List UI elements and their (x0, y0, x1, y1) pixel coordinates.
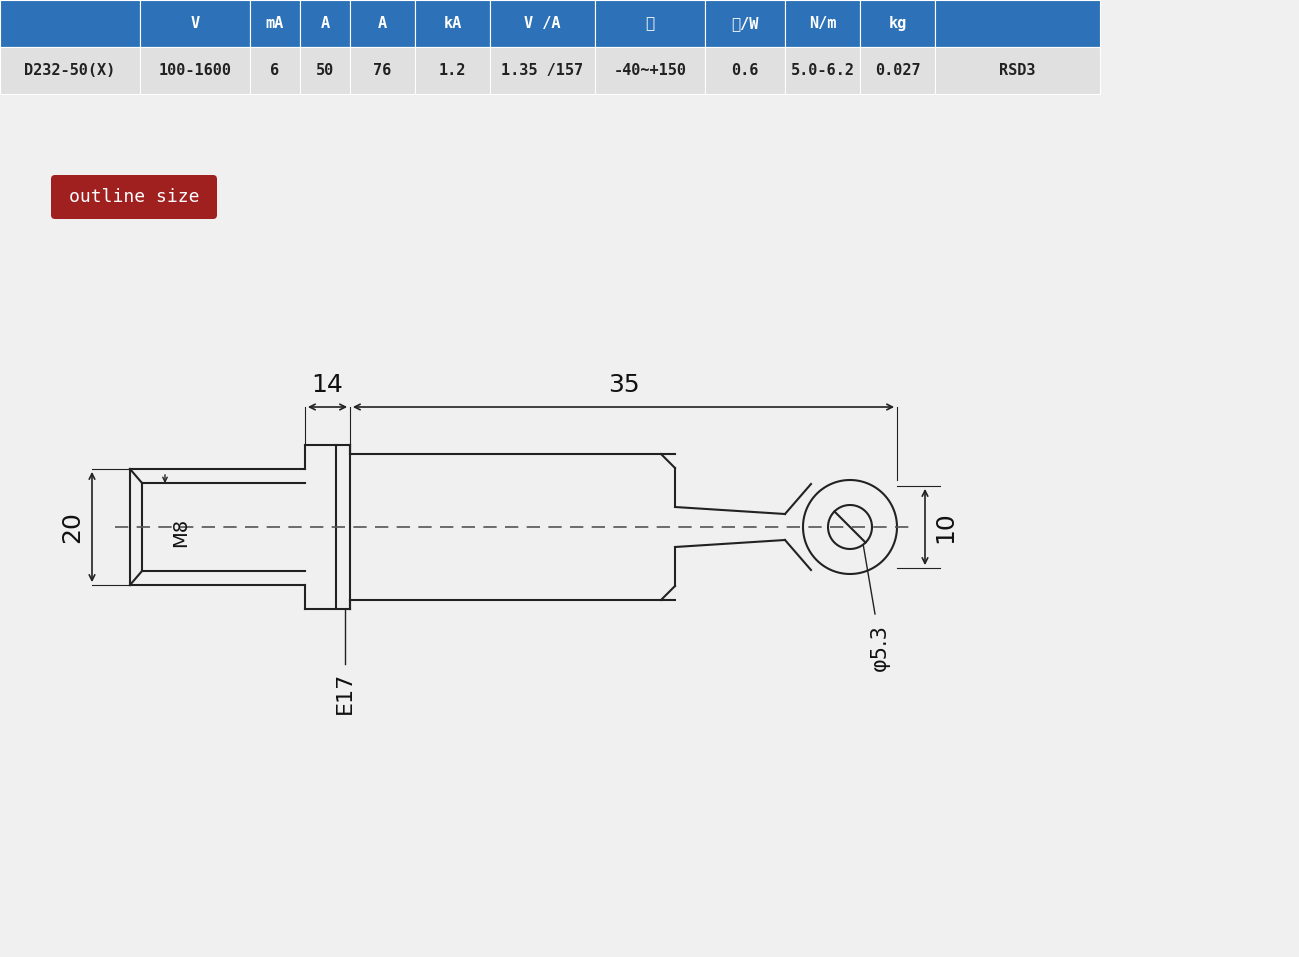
Bar (595, 47, 705, 94)
Text: A: A (378, 16, 387, 31)
Text: M8: M8 (171, 518, 190, 546)
Text: 100-1600: 100-1600 (158, 63, 231, 78)
Text: ℃/W: ℃/W (731, 16, 759, 31)
Bar (349, 47, 414, 94)
Text: V /A: V /A (525, 16, 561, 31)
Bar (860, 0, 935, 47)
Text: 1.35 /157: 1.35 /157 (501, 63, 583, 78)
Text: 0.6: 0.6 (731, 63, 759, 78)
Text: mA: mA (266, 16, 284, 31)
Text: 5.0-6.2: 5.0-6.2 (791, 63, 855, 78)
Bar (300, 47, 349, 94)
Text: 1.2: 1.2 (439, 63, 466, 78)
Text: A: A (321, 16, 330, 31)
Text: 10: 10 (933, 511, 957, 543)
Text: D232-50(X): D232-50(X) (25, 63, 116, 78)
Text: 76: 76 (373, 63, 391, 78)
Bar (490, 47, 595, 94)
Text: outline size: outline size (69, 188, 199, 206)
Text: 0.027: 0.027 (874, 63, 920, 78)
Text: -40~+150: -40~+150 (613, 63, 686, 78)
Text: kA: kA (443, 16, 461, 31)
Text: ℃: ℃ (646, 16, 655, 31)
Bar (785, 47, 860, 94)
Bar (0, 47, 140, 94)
Bar (249, 0, 300, 47)
Bar (414, 47, 490, 94)
Bar (349, 0, 414, 47)
Text: V: V (191, 16, 200, 31)
Bar (490, 0, 595, 47)
Text: φ5.3: φ5.3 (870, 624, 890, 671)
Text: 6: 6 (270, 63, 279, 78)
Text: E17: E17 (335, 672, 355, 714)
Bar (705, 0, 785, 47)
Bar (0, 0, 140, 47)
Text: RSD3: RSD3 (999, 63, 1035, 78)
Bar (140, 0, 249, 47)
Bar (300, 0, 349, 47)
Bar (935, 47, 1100, 94)
Bar (785, 0, 860, 47)
Text: kg: kg (889, 16, 907, 31)
Bar (414, 0, 490, 47)
Bar (935, 0, 1100, 47)
Bar (705, 47, 785, 94)
Text: 20: 20 (60, 511, 84, 543)
Bar (140, 47, 249, 94)
Bar (860, 47, 935, 94)
Text: N/m: N/m (809, 16, 837, 31)
Bar (249, 47, 300, 94)
Text: 35: 35 (608, 373, 639, 397)
FancyBboxPatch shape (51, 175, 217, 219)
Text: 50: 50 (316, 63, 334, 78)
Text: 14: 14 (312, 373, 343, 397)
Bar (595, 0, 705, 47)
